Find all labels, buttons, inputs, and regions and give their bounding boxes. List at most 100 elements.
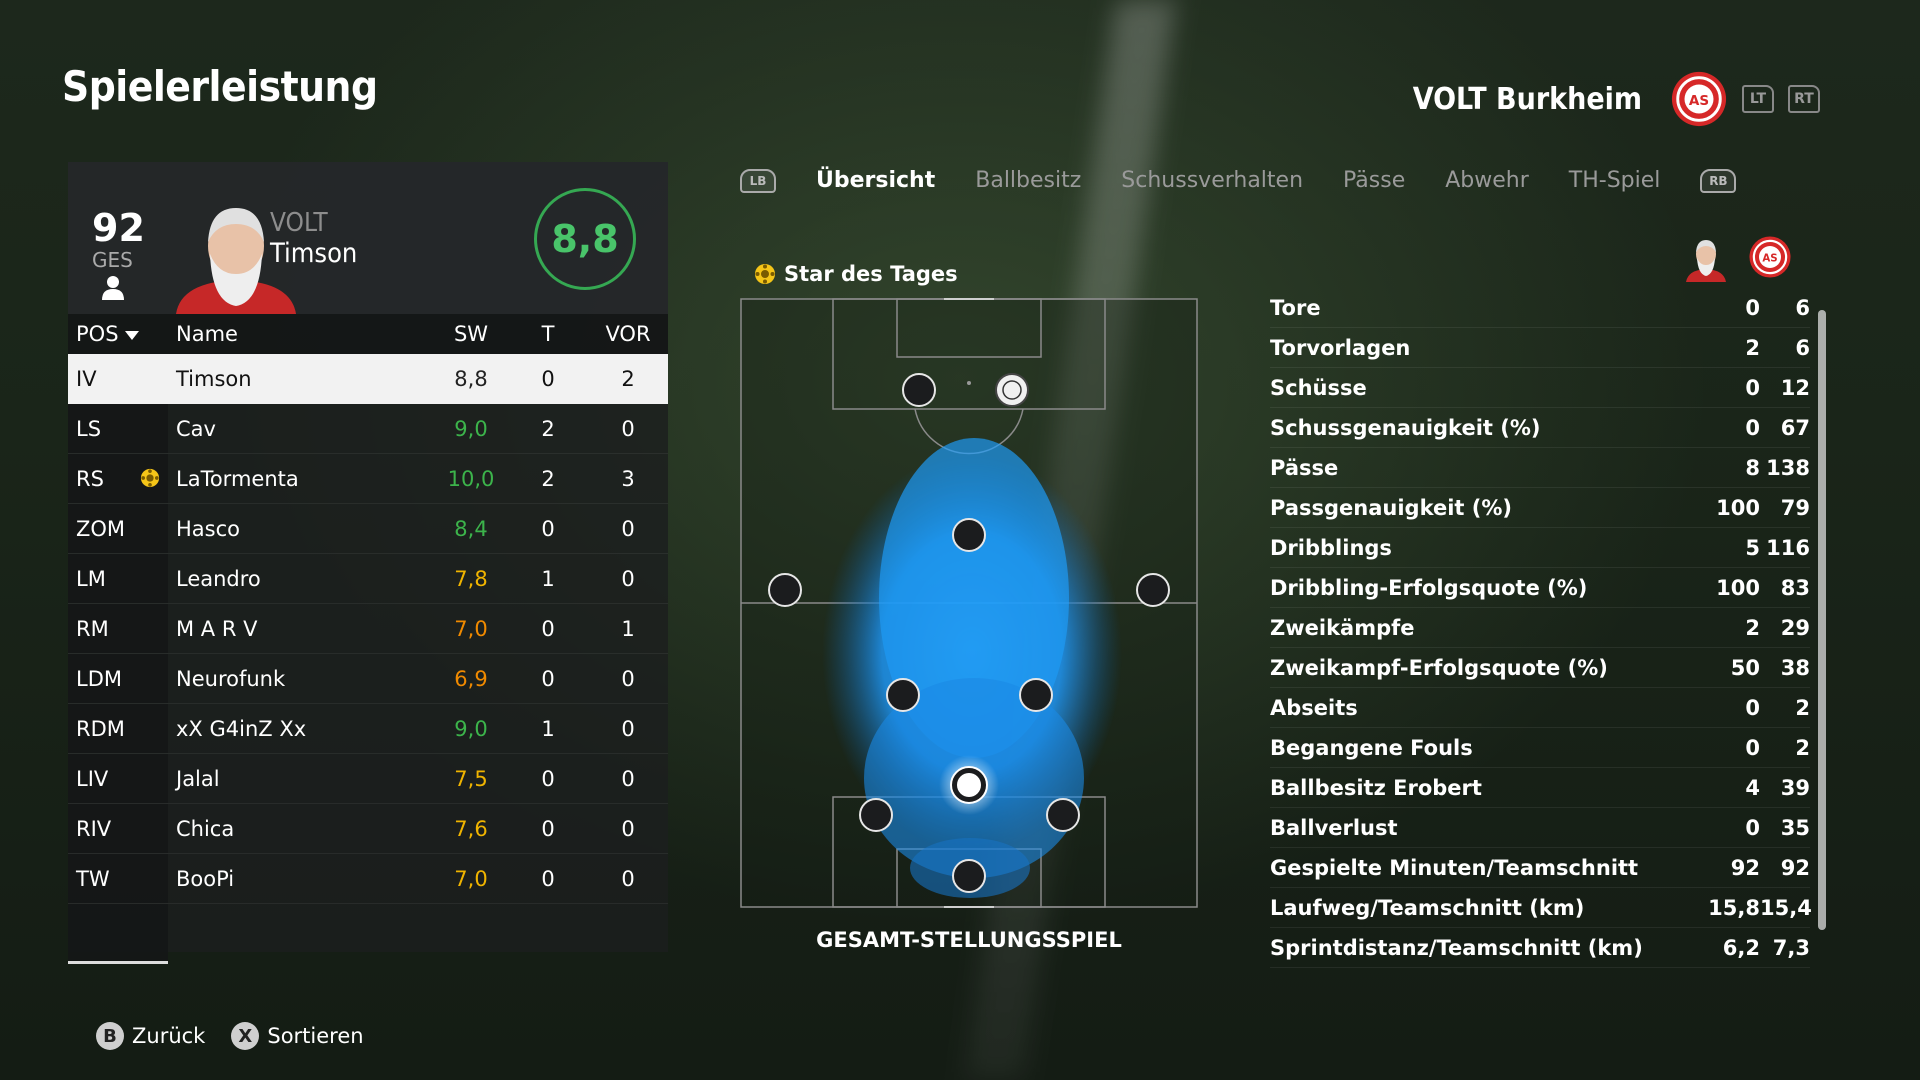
table-row[interactable]: LIV Jalal 7,5 0 0	[68, 754, 668, 804]
row-rating: 7,0	[454, 616, 488, 641]
row-rating: 7,6	[454, 816, 488, 841]
row-assists: 0	[621, 716, 635, 741]
row-pos-label: IV	[76, 366, 97, 391]
row-pos-label: TW	[76, 866, 110, 891]
table-header: POS Name SW T VOR	[68, 314, 668, 354]
stat-label: Zweikämpfe	[1270, 615, 1415, 640]
stat-player-value: 8	[1745, 455, 1760, 480]
row-assists: 0	[621, 516, 635, 541]
row-rating: 10,0	[447, 466, 495, 491]
row-assists: 0	[621, 866, 635, 891]
row-name: Leandro	[176, 566, 261, 591]
stat-row: Schussgenauigkeit (%) 0 67	[1270, 408, 1810, 448]
stat-team-value: 6	[1795, 335, 1810, 360]
row-goals: 0	[541, 866, 555, 891]
row-rating: 9,0	[454, 716, 488, 741]
stat-row: Dribbling-Erfolgsquote (%) 100 83	[1270, 568, 1810, 608]
row-pos-label: RDM	[76, 716, 125, 741]
back-button[interactable]: B Zurück	[96, 1022, 205, 1050]
row-pos: IV	[68, 354, 168, 403]
header-pos-label: POS	[76, 322, 119, 346]
row-name: M A R V	[176, 616, 258, 641]
rb-bumper-icon[interactable]: RB	[1700, 168, 1737, 193]
header-pos[interactable]: POS	[68, 322, 168, 346]
stat-label: Dribbling-Erfolgsquote (%)	[1270, 575, 1588, 600]
stat-team-value: 38	[1780, 655, 1810, 680]
row-pos: RDM	[68, 704, 168, 753]
row-assists: 1	[621, 616, 635, 641]
stat-label: Ballbesitz Erobert	[1270, 775, 1482, 800]
row-pos-label: ZOM	[76, 516, 126, 541]
stat-row: Begangene Fouls 0 2	[1270, 728, 1810, 768]
stats-scrollbar[interactable]	[1818, 310, 1826, 930]
table-row[interactable]: RS LaTormenta 10,0 2 3	[68, 454, 668, 504]
header-name[interactable]: Name	[176, 322, 238, 346]
tab-ballbesitz[interactable]: Ballbesitz	[975, 168, 1082, 193]
stat-team-value: 92	[1780, 855, 1810, 880]
row-name: Cav	[176, 416, 216, 441]
table-row[interactable]: RDM xX G4inZ Xx 9,0 1 0	[68, 704, 668, 754]
stat-player-value: 100	[1716, 495, 1760, 520]
table-row[interactable]: ZOM Hasco 8,4 0 0	[68, 504, 668, 554]
stat-row: Tore 0 6	[1270, 288, 1810, 328]
stat-player-value: 0	[1745, 735, 1760, 760]
row-rating: 6,9	[454, 666, 488, 691]
b-button-icon: B	[96, 1022, 124, 1050]
stat-row: Schüsse 0 12	[1270, 368, 1810, 408]
tab-uebersicht[interactable]: Übersicht	[816, 168, 936, 193]
team-name: VOLT Burkheim	[1412, 81, 1642, 117]
rt-trigger-icon[interactable]: RT	[1788, 85, 1820, 113]
pitch-caption: GESAMT-STELLUNGSSPIEL	[816, 928, 1122, 952]
tab-schussverhalten[interactable]: Schussverhalten	[1121, 168, 1304, 193]
table-row[interactable]: LDM Neurofunk 6,9 0 0	[68, 654, 668, 704]
stat-player-value: 0	[1745, 815, 1760, 840]
row-goals: 2	[541, 416, 555, 441]
team-header: VOLT Burkheim AS LT RT	[1413, 70, 1820, 128]
row-goals: 0	[541, 616, 555, 641]
stat-player-value: 0	[1745, 415, 1760, 440]
svg-text:AS: AS	[1689, 93, 1709, 109]
stat-player-value: 100	[1716, 575, 1760, 600]
row-goals: 1	[541, 566, 555, 591]
row-pos: TW	[68, 854, 168, 903]
row-pos: RIV	[68, 804, 168, 853]
tab-th-spiel[interactable]: TH-Spiel	[1568, 168, 1661, 193]
header-sw[interactable]: SW	[453, 322, 489, 346]
row-assists: 3	[621, 466, 635, 491]
stat-player-value: 2	[1745, 335, 1760, 360]
row-rating: 7,5	[454, 766, 488, 791]
row-name: Neurofunk	[176, 666, 286, 691]
header-t[interactable]: T	[541, 322, 555, 346]
row-pos: RM	[68, 604, 168, 653]
row-pos: ZOM	[68, 504, 168, 553]
row-assists: 0	[621, 816, 635, 841]
row-assists: 0	[621, 566, 635, 591]
table-row[interactable]: RM M A R V 7,0 0 1	[68, 604, 668, 654]
table-filler	[68, 904, 668, 964]
header-vor[interactable]: VOR	[605, 322, 651, 346]
row-pos: LM	[68, 554, 168, 603]
lt-trigger-icon[interactable]: LT	[1742, 85, 1774, 113]
stat-row: Sprintdistanz/Teamschnitt (km) 6,2 7,3	[1270, 928, 1810, 968]
table-row[interactable]: IV Timson 8,8 0 2	[68, 354, 668, 404]
table-row[interactable]: TW BooPi 7,0 0 0	[68, 854, 668, 904]
stat-row: Torvorlagen 2 6	[1270, 328, 1810, 368]
stat-team-value: 2	[1795, 695, 1810, 720]
sort-button[interactable]: X Sortieren	[231, 1022, 364, 1050]
stat-label: Dribblings	[1270, 535, 1392, 560]
svg-text:AS: AS	[1762, 252, 1777, 264]
row-assists: 0	[621, 766, 635, 791]
stat-label: Gespielte Minuten/Teamschnitt	[1270, 855, 1639, 880]
lb-bumper-icon[interactable]: LB	[740, 168, 776, 193]
stat-label: Schüsse	[1270, 375, 1367, 400]
table-row[interactable]: LS Cav 9,0 2 0	[68, 404, 668, 454]
table-row[interactable]: LM Leandro 7,8 1 0	[68, 554, 668, 604]
tab-paesse[interactable]: Pässe	[1343, 168, 1406, 193]
tab-abwehr[interactable]: Abwehr	[1445, 168, 1529, 193]
table-row[interactable]: RIV Chica 7,6 0 0	[68, 804, 668, 854]
stats-column-header: AS	[1684, 232, 1792, 282]
stat-label: Zweikampf-Erfolgsquote (%)	[1270, 655, 1608, 680]
ges-value: 92	[92, 206, 145, 250]
stats-scrollbar-thumb[interactable]	[1818, 310, 1826, 930]
player-rows: IV Timson 8,8 0 2 LS Cav 9,0 2 0 RS LaTormenta 10,0 2…	[68, 354, 668, 904]
